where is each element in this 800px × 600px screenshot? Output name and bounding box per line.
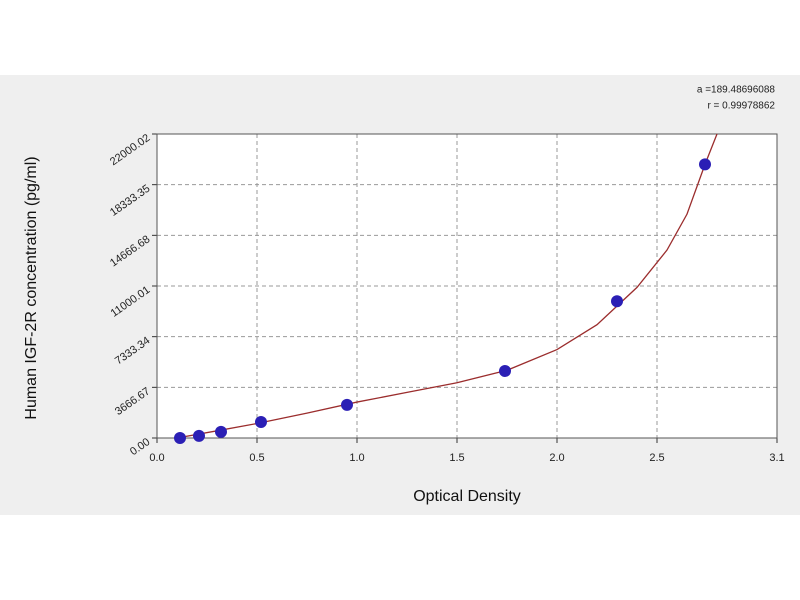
data-point [611, 295, 623, 308]
y-axis-title: Human IGF-2R concentration (pg/ml) [23, 156, 40, 419]
data-point [174, 432, 186, 444]
data-point [215, 425, 227, 438]
fit-parameter: r = 0.99978862 [707, 101, 775, 112]
x-tick-label: 1.0 [349, 452, 364, 464]
fit-parameter: a =189.48696088 [697, 85, 776, 96]
x-tick-label: 2.5 [649, 452, 664, 464]
data-point [699, 158, 711, 171]
x-tick-label: 1.5 [449, 452, 464, 464]
x-tick-label: 0.5 [249, 452, 264, 464]
x-axis-title: Optical Density [413, 488, 521, 505]
data-point [341, 398, 353, 411]
data-point [193, 429, 205, 442]
x-tick-label: 3.1 [769, 452, 784, 464]
data-point [255, 415, 267, 428]
x-tick-label: 2.0 [549, 452, 564, 464]
x-tick-label: 0.0 [149, 452, 164, 464]
plot-border [156, 133, 778, 439]
data-point [499, 364, 511, 377]
